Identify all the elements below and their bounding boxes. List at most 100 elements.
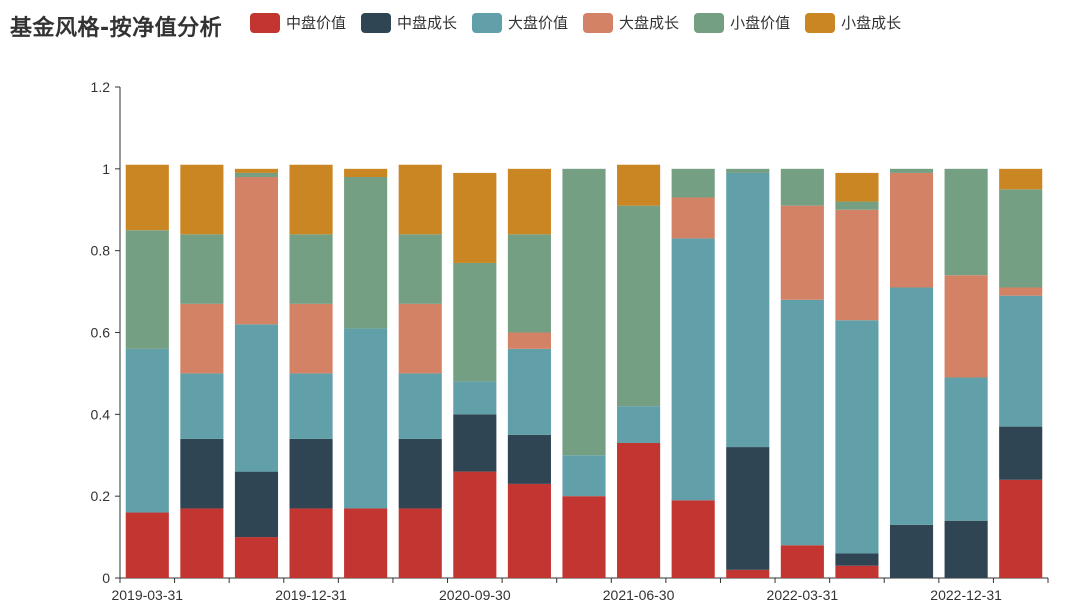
y-tick-label: 1 xyxy=(102,161,110,177)
bar-segment xyxy=(507,348,551,435)
bar-segment xyxy=(507,483,551,578)
bar-segment xyxy=(617,442,661,578)
bar-segment xyxy=(344,328,388,509)
bar-segment xyxy=(234,537,279,578)
bar-segment xyxy=(180,303,224,374)
bar-segment xyxy=(234,177,279,325)
bar-segment xyxy=(944,520,988,578)
y-tick-label: 0 xyxy=(102,570,110,586)
bar-segment xyxy=(453,414,497,472)
legend-item[interactable]: 大盘成长 xyxy=(583,12,679,33)
bar-segment xyxy=(835,172,879,202)
bar-segment xyxy=(398,373,442,439)
bar-segment xyxy=(999,287,1043,296)
bar-segment xyxy=(562,496,606,578)
bar-segment xyxy=(835,209,879,321)
bar-segment xyxy=(835,565,879,578)
bar-segment xyxy=(125,230,169,349)
legend-swatch xyxy=(250,12,280,33)
x-tick-label: 2019-03-31 xyxy=(111,587,183,603)
bar-segment xyxy=(999,295,1043,427)
bar-segment xyxy=(289,303,333,374)
bar-segment xyxy=(999,479,1043,578)
bar-segment xyxy=(671,500,715,578)
bar-segment xyxy=(180,164,224,235)
bar-segment xyxy=(289,234,333,304)
legend-swatch xyxy=(361,12,392,33)
bar-segment xyxy=(835,320,879,554)
y-tick-label: 0.6 xyxy=(91,325,111,341)
y-tick-label: 0.2 xyxy=(91,488,111,504)
bar-segment xyxy=(507,332,551,349)
bar-segment xyxy=(180,438,224,509)
bar-segment xyxy=(289,164,333,235)
bar-segment xyxy=(726,447,770,570)
legend-item[interactable]: 中盘成长 xyxy=(361,12,457,33)
legend-item[interactable]: 小盘价值 xyxy=(694,12,790,33)
bar-segment xyxy=(999,426,1043,480)
legend-item[interactable]: 大盘价值 xyxy=(472,12,568,33)
bar-segment xyxy=(617,164,661,206)
bar-segment xyxy=(835,553,879,566)
bar-segment xyxy=(234,324,279,472)
y-tick-label: 1.2 xyxy=(91,79,111,95)
legend-label: 小盘成长 xyxy=(841,14,902,32)
x-tick-label: 2022-12-31 xyxy=(930,587,1002,603)
legend-label: 大盘成长 xyxy=(619,14,680,32)
bar-segment xyxy=(507,234,551,333)
bar-segment xyxy=(125,164,169,231)
x-tick-label: 2020-09-30 xyxy=(439,587,511,603)
bar-segment xyxy=(780,545,824,578)
bar-segment xyxy=(234,471,279,538)
bar-segment xyxy=(180,234,224,304)
bar-segment xyxy=(726,172,770,448)
bar-segment xyxy=(234,168,279,173)
bar-segment xyxy=(453,172,497,263)
bar-segment xyxy=(453,471,497,578)
legend-swatch xyxy=(583,12,614,33)
bar-segment xyxy=(999,168,1043,190)
legend-label: 中盘成长 xyxy=(397,14,458,32)
bar-segment xyxy=(780,168,824,206)
legend-label: 小盘价值 xyxy=(730,14,791,32)
bar-segment xyxy=(562,455,606,497)
chart-title: 基金风格-按净值分析 xyxy=(10,16,223,41)
bar-segment xyxy=(507,434,551,484)
bar-segment xyxy=(398,234,442,304)
bar-segment xyxy=(726,569,770,578)
bar-segment xyxy=(344,508,388,578)
legend-swatch xyxy=(472,12,503,33)
bar-segment xyxy=(889,524,934,578)
bar-segment xyxy=(344,168,388,178)
bar-segment xyxy=(398,508,442,578)
bar-segment xyxy=(398,438,442,509)
legend-item[interactable]: 中盘价值 xyxy=(250,12,346,33)
bar-segment xyxy=(289,508,333,578)
bar-segment xyxy=(944,168,988,276)
bar-segment xyxy=(617,406,661,443)
bar-segment xyxy=(125,348,169,513)
bar-segment xyxy=(671,168,715,198)
bar-segment xyxy=(180,508,224,578)
bar-segment xyxy=(398,164,442,235)
y-tick-label: 0.8 xyxy=(91,243,111,259)
bar-segment xyxy=(289,373,333,439)
bar-segment xyxy=(889,287,934,525)
bar-segment xyxy=(398,303,442,374)
bar-segment xyxy=(180,373,224,439)
bar-segment xyxy=(889,172,934,288)
bar-segment xyxy=(453,381,497,415)
legend: 中盘价值 中盘成长 大盘价值 大盘成长 小盘价值 小盘成长 xyxy=(250,12,916,33)
bar-segment xyxy=(780,205,824,300)
bar-segment xyxy=(562,168,606,456)
bar-segment xyxy=(944,275,988,378)
bar-segment xyxy=(889,168,934,173)
legend-label: 中盘价值 xyxy=(286,14,347,32)
bar-segment xyxy=(344,177,388,329)
legend-item[interactable]: 小盘成长 xyxy=(805,12,901,33)
legend-label: 大盘价值 xyxy=(508,14,569,32)
bar-segment xyxy=(835,201,879,210)
y-tick-label: 0.4 xyxy=(91,406,111,422)
